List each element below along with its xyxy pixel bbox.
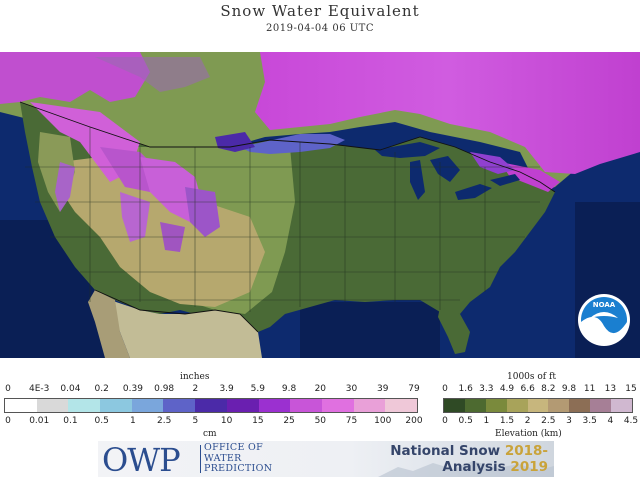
swe-cm-label: 0 bbox=[5, 416, 11, 426]
swe-inch-label: 0.04 bbox=[60, 384, 81, 394]
owp-divider bbox=[200, 445, 201, 473]
elevation-swatch bbox=[444, 399, 465, 412]
elevation-color-scale bbox=[443, 398, 633, 413]
swe-swatch bbox=[226, 399, 259, 412]
elev-top-unit: 1000s of ft bbox=[507, 372, 556, 382]
elevation-swatch bbox=[464, 399, 486, 412]
elev-km-label: 2.5 bbox=[541, 416, 556, 426]
swe-cm-label: 10 bbox=[220, 416, 233, 426]
state-borders bbox=[25, 127, 540, 312]
noaa-logo: NOAA bbox=[578, 294, 630, 346]
elev-km-label: 3 bbox=[566, 416, 572, 426]
elev-ft-label: 8.2 bbox=[541, 384, 556, 394]
swe-cm-label: 2.5 bbox=[156, 416, 172, 426]
map-title: Snow Water Equivalent bbox=[220, 2, 420, 20]
elev-ft-label: 11 bbox=[583, 384, 596, 394]
elevation-swatch bbox=[569, 399, 591, 412]
swe-cm-label: 0.5 bbox=[94, 416, 109, 426]
great-lakes bbox=[375, 142, 520, 200]
swe-swatch bbox=[258, 399, 291, 412]
elev-bottom-unit: Elevation (km) bbox=[495, 429, 562, 439]
mountain-silhouette bbox=[378, 461, 554, 477]
swe-inch-label: 2 bbox=[192, 384, 199, 394]
swe-cm-label: 50 bbox=[314, 416, 327, 426]
us-mexico-border bbox=[94, 289, 259, 333]
swe-swatch bbox=[385, 399, 417, 412]
swe-inch-label: 5.9 bbox=[250, 384, 266, 394]
swe-inch-label: 9.8 bbox=[281, 384, 297, 394]
swe-top-unit: inches bbox=[180, 372, 210, 382]
swe-inch-label: 0.98 bbox=[154, 384, 175, 394]
owp-logo-letters: OWP bbox=[102, 441, 181, 477]
swe-inch-label: 39 bbox=[377, 384, 389, 394]
swe-swatch bbox=[321, 399, 354, 412]
elevation-swatch bbox=[548, 399, 570, 412]
swe-swatch bbox=[100, 399, 132, 412]
swe-swatch bbox=[195, 399, 227, 412]
swe-inch-label: 0 bbox=[5, 384, 11, 394]
swe-cm-label: 75 bbox=[345, 416, 358, 426]
swe-bottom-unit: cm bbox=[203, 429, 217, 439]
swe-color-scale bbox=[4, 398, 418, 413]
swe-inch-label: 79 bbox=[408, 384, 420, 394]
swe-swatch bbox=[5, 399, 37, 412]
elev-ft-label: 4.9 bbox=[499, 384, 515, 394]
swe-inch-label: 3.9 bbox=[219, 384, 234, 394]
elev-ft-label: 9.8 bbox=[561, 384, 577, 394]
elev-km-label: 2 bbox=[524, 416, 531, 426]
owp-name: OFFICE OF WATER PREDICTION bbox=[204, 442, 273, 474]
swe-inch-label: 0.39 bbox=[122, 384, 143, 394]
swe-swatch bbox=[353, 399, 386, 412]
swe-inch-label: 4E-3 bbox=[29, 384, 50, 394]
swe-cm-label: 100 bbox=[374, 416, 392, 426]
snow-water-equivalent-map: NOAA bbox=[0, 52, 640, 358]
elev-ft-label: 1.6 bbox=[458, 384, 473, 394]
mexico-landmass bbox=[110, 300, 262, 358]
elev-km-label: 0 bbox=[442, 416, 448, 426]
swe-cm-label: 0.1 bbox=[63, 416, 78, 426]
northern-snow-band bbox=[240, 134, 345, 154]
owp-banner: OWP OFFICE OF WATER PREDICTION National … bbox=[98, 441, 554, 477]
swe-swatch bbox=[36, 399, 69, 412]
swe-swatch bbox=[68, 399, 101, 412]
elev-km-label: 4.5 bbox=[623, 416, 639, 426]
elevation-swatch bbox=[506, 399, 528, 412]
elevation-swatch bbox=[527, 399, 549, 412]
western-snowpack bbox=[30, 102, 220, 252]
noaa-label: NOAA bbox=[593, 301, 616, 309]
elev-ft-label: 3.3 bbox=[479, 384, 494, 394]
elevation-swatch bbox=[611, 399, 633, 412]
swe-cm-label: 0.01 bbox=[29, 416, 50, 426]
elevation-swatch bbox=[590, 399, 612, 412]
elev-ft-label: 13 bbox=[604, 384, 617, 394]
elev-km-label: 3.5 bbox=[582, 416, 597, 426]
swe-cm-label: 5 bbox=[192, 416, 199, 426]
elev-km-label: 1.5 bbox=[499, 416, 515, 426]
us-canada-border bbox=[19, 101, 556, 193]
map-timestamp: 2019-04-04 06 UTC bbox=[266, 23, 374, 34]
elev-ft-label: 6.6 bbox=[520, 384, 535, 394]
swe-swatch bbox=[290, 399, 322, 412]
florida bbox=[438, 307, 470, 354]
swe-swatch bbox=[163, 399, 196, 412]
elev-km-label: 4 bbox=[607, 416, 614, 426]
swe-cm-label: 25 bbox=[283, 416, 295, 426]
elev-km-label: 0.5 bbox=[458, 416, 473, 426]
swe-swatch bbox=[131, 399, 164, 412]
swe-cm-label: 200 bbox=[405, 416, 423, 426]
swe-inch-label: 20 bbox=[314, 384, 327, 394]
western-highlands bbox=[55, 152, 265, 307]
swe-cm-label: 15 bbox=[252, 416, 264, 426]
swe-cm-label: 1 bbox=[130, 416, 136, 426]
elevation-swatch bbox=[485, 399, 507, 412]
swe-inch-label: 0.2 bbox=[94, 384, 109, 394]
canada-snow-cover bbox=[255, 52, 640, 174]
swe-inch-label: 30 bbox=[345, 384, 358, 394]
elev-km-label: 1 bbox=[483, 416, 490, 426]
national-snow-analysis-title: National Snow 2018- Analysis 2019 bbox=[390, 443, 548, 475]
elev-ft-label: 0 bbox=[442, 384, 448, 394]
elev-ft-label: 15 bbox=[625, 384, 637, 394]
